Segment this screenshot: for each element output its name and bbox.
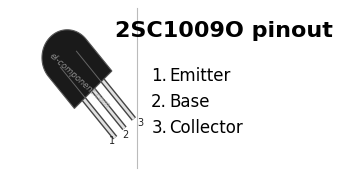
Text: Emitter: Emitter bbox=[169, 67, 230, 85]
Text: 2: 2 bbox=[122, 130, 128, 140]
Polygon shape bbox=[42, 30, 112, 108]
Text: Collector: Collector bbox=[169, 119, 243, 137]
Text: 2SC1009O pinout: 2SC1009O pinout bbox=[115, 21, 333, 41]
Text: 3: 3 bbox=[138, 118, 144, 128]
Text: 2.: 2. bbox=[151, 93, 167, 111]
Text: 1: 1 bbox=[109, 136, 115, 146]
Text: 3.: 3. bbox=[151, 119, 167, 137]
Text: 1.: 1. bbox=[151, 67, 167, 85]
Text: el-component.com: el-component.com bbox=[47, 51, 111, 111]
Text: Base: Base bbox=[169, 93, 210, 111]
